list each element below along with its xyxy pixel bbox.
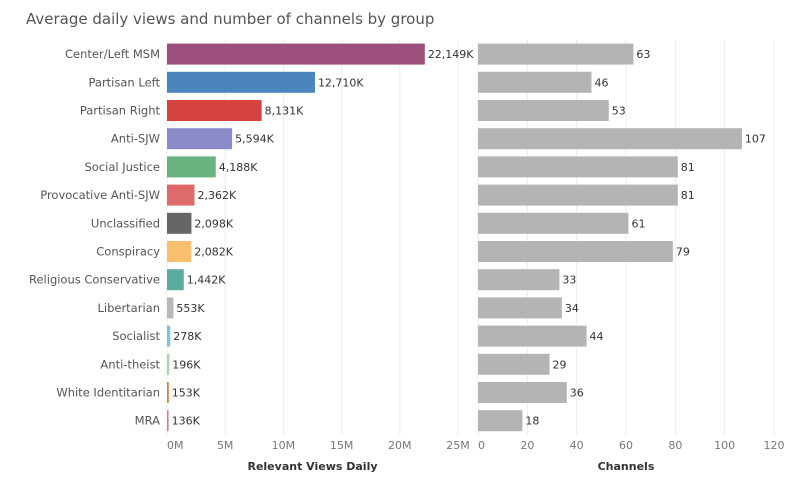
bar-label-0-9: 553K <box>176 302 205 315</box>
tick-label-1-0: 0 <box>478 439 485 452</box>
bar-0-7 <box>167 241 192 262</box>
tick-label-0-3: 15M <box>330 439 354 452</box>
bar-1-6 <box>478 212 629 234</box>
tick-label-1-6: 120 <box>764 439 785 452</box>
bar-label-1-2: 53 <box>612 105 626 118</box>
tick-label-0-5: 25M <box>446 439 470 452</box>
bar-1-1 <box>478 71 592 93</box>
bar-label-0-12: 153K <box>172 387 201 400</box>
bar-label-1-7: 79 <box>676 246 690 259</box>
category-label-10: Socialist <box>112 329 160 343</box>
bar-label-1-10: 44 <box>590 330 604 343</box>
bar-0-8 <box>167 269 184 291</box>
bar-label-0-13: 136K <box>172 415 201 428</box>
tick-label-1-3: 60 <box>619 439 633 452</box>
bar-1-11 <box>478 353 550 375</box>
bar-1-9 <box>478 297 562 319</box>
category-label-0: Center/Left MSM <box>65 47 160 61</box>
bar-label-0-7: 2,082K <box>194 246 233 259</box>
tick-label-0-0: 0M <box>167 439 184 452</box>
tick-label-1-2: 40 <box>570 439 584 452</box>
bar-0-0 <box>167 43 425 65</box>
category-label-2: Partisan Right <box>80 104 161 118</box>
category-label-8: Religious Conservative <box>29 273 160 287</box>
bar-label-1-13: 18 <box>525 415 539 428</box>
bar-label-0-10: 278K <box>173 330 202 343</box>
category-label-11: Anti-theist <box>100 357 160 371</box>
bar-1-0 <box>478 43 634 65</box>
category-label-6: Unclassified <box>91 216 160 230</box>
bar-1-3 <box>478 128 742 150</box>
bar-1-7 <box>478 241 673 262</box>
bar-label-1-12: 36 <box>570 387 584 400</box>
bar-1-13 <box>478 410 523 432</box>
bar-label-0-0: 22,149K <box>428 48 474 61</box>
bar-1-2 <box>478 100 609 121</box>
category-label-7: Conspiracy <box>96 245 160 259</box>
bar-1-8 <box>478 269 560 291</box>
category-label-9: Libertarian <box>97 301 160 315</box>
axis-title-1: Channels <box>598 460 655 473</box>
bar-label-1-6: 61 <box>631 217 645 230</box>
bar-label-1-3: 107 <box>745 133 766 146</box>
bar-label-1-4: 81 <box>681 161 695 174</box>
category-label-4: Social Justice <box>84 160 160 174</box>
bar-1-12 <box>478 382 567 403</box>
bar-0-5 <box>167 184 195 206</box>
tick-label-1-5: 100 <box>714 439 735 452</box>
bar-label-0-5: 2,362K <box>197 189 236 202</box>
bar-0-6 <box>167 212 192 234</box>
bar-label-0-2: 8,131K <box>265 105 304 118</box>
bar-0-10 <box>167 325 171 347</box>
bar-0-1 <box>167 71 315 93</box>
category-label-1: Partisan Left <box>88 75 160 89</box>
bar-label-0-4: 4,188K <box>219 161 258 174</box>
bar-0-3 <box>167 128 233 150</box>
bar-1-4 <box>478 156 678 178</box>
category-label-13: MRA <box>135 414 160 428</box>
bar-label-1-5: 81 <box>681 189 695 202</box>
bar-label-1-1: 46 <box>594 76 608 89</box>
bar-label-0-11: 196K <box>172 358 201 371</box>
bar-0-13 <box>167 410 169 432</box>
bar-label-1-9: 34 <box>565 302 579 315</box>
bar-0-2 <box>167 100 262 121</box>
tick-label-1-1: 20 <box>520 439 534 452</box>
bar-label-1-0: 63 <box>636 48 650 61</box>
chart-title: Average daily views and number of channe… <box>26 10 435 28</box>
bar-label-0-6: 2,098K <box>194 217 233 230</box>
bar-label-0-1: 12,710K <box>318 76 364 89</box>
axis-title-0: Relevant Views Daily <box>247 460 377 473</box>
bar-0-4 <box>167 156 216 178</box>
bar-label-0-3: 5,594K <box>235 133 274 146</box>
category-label-3: Anti-SJW <box>111 132 160 146</box>
bar-1-5 <box>478 184 678 206</box>
tick-label-0-2: 10M <box>272 439 296 452</box>
tick-label-0-1: 5M <box>217 439 234 452</box>
tick-label-0-4: 20M <box>388 439 412 452</box>
category-label-5: Provocative Anti-SJW <box>40 188 160 202</box>
bar-label-1-8: 33 <box>562 274 576 287</box>
category-label-12: White Identitarian <box>56 386 160 400</box>
bar-label-0-8: 1,442K <box>187 274 226 287</box>
bar-0-12 <box>167 382 169 403</box>
bar-label-1-11: 29 <box>553 358 567 371</box>
bar-0-9 <box>167 297 174 319</box>
tick-label-1-4: 80 <box>668 439 682 452</box>
bar-0-11 <box>167 353 170 375</box>
bar-1-10 <box>478 325 587 347</box>
